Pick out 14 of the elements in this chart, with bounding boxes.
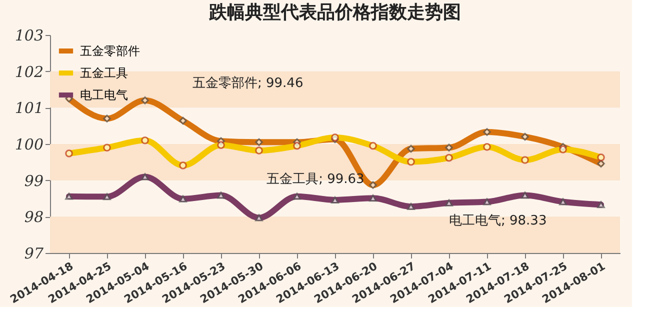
chart-title: 跌幅典型代表品价格指数走势图 <box>208 2 461 23</box>
annotation: 五金零部件; 99.46 <box>192 76 304 91</box>
y-tick-label: 97 <box>24 244 44 262</box>
y-tick-label: 103 <box>14 26 44 44</box>
y-tick-label: 99 <box>24 172 44 190</box>
annotation: 电工电气; 98.33 <box>449 213 547 228</box>
y-tick-label: 98 <box>24 208 44 226</box>
legend-label: 电工电气 <box>80 88 128 102</box>
legend-label: 五金工具 <box>80 66 128 80</box>
y-tick-label: 100 <box>14 136 44 154</box>
annotation: 五金工具; 99.63 <box>266 172 364 187</box>
y-tick-label: 102 <box>14 62 44 81</box>
y-tick-label: 101 <box>14 99 44 118</box>
legend-label: 五金零部件 <box>80 44 140 58</box>
